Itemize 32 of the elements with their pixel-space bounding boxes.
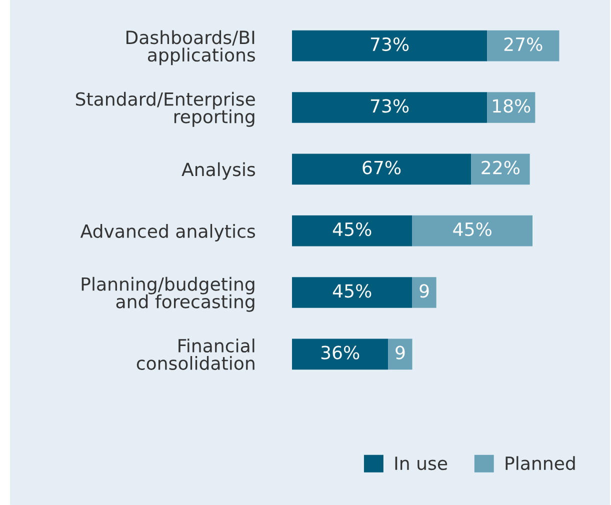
bar <box>292 215 412 246</box>
legend-label: Planned <box>506 456 575 470</box>
bar <box>292 30 488 62</box>
y-tick-label: Advanced analytics <box>80 224 256 242</box>
data-label: 9 <box>420 284 429 298</box>
bar <box>412 215 533 246</box>
data-label: 73% <box>370 99 409 113</box>
data-label: 73% <box>370 37 409 52</box>
bar <box>471 154 530 185</box>
data-label: 36% <box>321 346 360 360</box>
data-label: 45% <box>332 284 372 298</box>
y-tick-label: Planning/budgeting and forecasting <box>82 276 254 312</box>
bar <box>388 338 412 370</box>
y-tick-label: Standard/Enterprise reporting <box>76 92 255 127</box>
bar <box>487 30 560 62</box>
bar <box>292 277 412 308</box>
data-label: 18% <box>493 99 530 113</box>
bar <box>412 277 436 308</box>
y-tick-label: Analysis <box>182 162 256 180</box>
data-label: 67% <box>362 160 401 174</box>
data-label: 45% <box>332 222 372 236</box>
legend-label: In use <box>395 456 448 470</box>
bar <box>292 92 488 123</box>
data-label: 45% <box>453 222 492 236</box>
y-tick-label: Dashboards/BI applications <box>126 30 256 66</box>
data-label: 27% <box>504 37 542 52</box>
bar <box>487 92 536 123</box>
data-label: 22% <box>482 160 520 174</box>
bar <box>292 154 472 185</box>
y-tick-label: Financial consolidation <box>136 338 254 370</box>
bar <box>292 338 388 370</box>
data-label: 9 <box>396 346 405 360</box>
